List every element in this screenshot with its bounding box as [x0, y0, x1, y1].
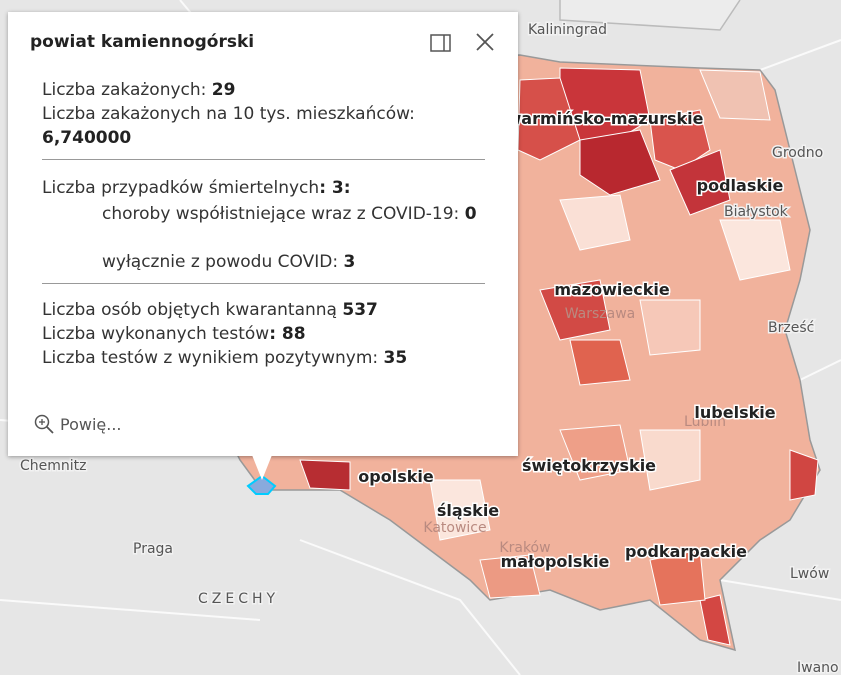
field-label: Liczba zakażonych na 10 tys. mieszkańców… [42, 104, 415, 124]
field-label: choroby współistniejące wraz z COVID-19: [102, 204, 465, 224]
zoom-icon [34, 414, 54, 434]
field-row: Liczba wykonanych testów: 88 [42, 322, 306, 346]
map-labels: Kaliningrad Grodno Białystok Brześć Lwów Iwan… [19, 21, 841, 675]
region-label: opolskie [358, 467, 434, 486]
popup-controls [430, 33, 494, 52]
field-label: Liczba wykonanych testów [42, 324, 270, 344]
field-value: 35 [383, 348, 408, 368]
field-label: Liczba zakażonych: [42, 80, 212, 100]
popup: powiat kamiennogórski Powię... Liczba za… [8, 12, 518, 456]
field-value: : 3: [319, 178, 351, 198]
separator [42, 159, 485, 160]
field-value: 29 [211, 80, 236, 100]
region-label: małopolskie [501, 552, 610, 571]
zoom-to[interactable]: Powię... [34, 414, 122, 434]
city-label: Lublin [684, 414, 726, 430]
city-label: Kaliningrad [528, 22, 607, 38]
field-value: 537 [342, 300, 378, 320]
city-label: Iwano [797, 660, 839, 675]
region-label: lubelskie [694, 403, 775, 422]
city-label: Lwów [790, 566, 829, 582]
field-label: Liczba testów z wynikiem pozytywnym: [42, 348, 384, 368]
zoom-label: Powię... [60, 414, 122, 434]
region-label: podkarpackie [625, 542, 747, 561]
field-label: Liczba osób objętych kwarantanną [42, 300, 343, 320]
city-label: Katowice [423, 520, 486, 536]
city-label: Kraków [499, 540, 550, 556]
region-label: mazowieckie [554, 280, 670, 299]
close-button[interactable] [476, 33, 494, 51]
dock-button[interactable] [430, 34, 451, 52]
field-row: wyłącznie z powodu COVID: 3 [102, 250, 482, 274]
region-label: śląskie [437, 501, 499, 520]
city-label: Brześć [768, 320, 814, 336]
separator [42, 283, 485, 284]
city-label: Białystok [724, 204, 789, 220]
city-label: Warszawa [565, 306, 636, 322]
region-label: świętokrzyskie [522, 456, 656, 475]
popup-title: powiat kamiennogórski [30, 32, 255, 52]
field-value: 6,740000 [42, 128, 132, 148]
field-value: 3 [343, 252, 356, 272]
region-label: podlaskie [697, 176, 784, 195]
city-label: CZECHY [198, 591, 279, 607]
city-label: Praga [133, 541, 173, 557]
field-row: Liczba osób objętych kwarantanną 537 [42, 298, 378, 322]
city-label: Chemnitz [20, 458, 87, 474]
region-label: warmińsko-mazurskie [507, 109, 704, 128]
field-label: wyłącznie z powodu COVID: [102, 252, 344, 272]
field-row: Liczba zakażonych na 10 tys. mieszkańców… [42, 102, 415, 150]
field-row: choroby współistniejące wraz z COVID-19:… [102, 202, 482, 226]
districts [299, 67, 819, 646]
kaliningrad-region [559, 0, 741, 31]
city-label: Grodno [772, 145, 823, 161]
field-value: 0 [464, 204, 477, 224]
field-row: Liczba zakażonych: 29 [42, 78, 235, 102]
field-row: Liczba testów z wynikiem pozytywnym: 35 [42, 346, 407, 370]
field-value: : 88 [269, 324, 306, 344]
field-row: Liczba przypadków śmiertelnych: 3: [42, 176, 351, 200]
field-label: Liczba przypadków śmiertelnych [42, 178, 320, 198]
